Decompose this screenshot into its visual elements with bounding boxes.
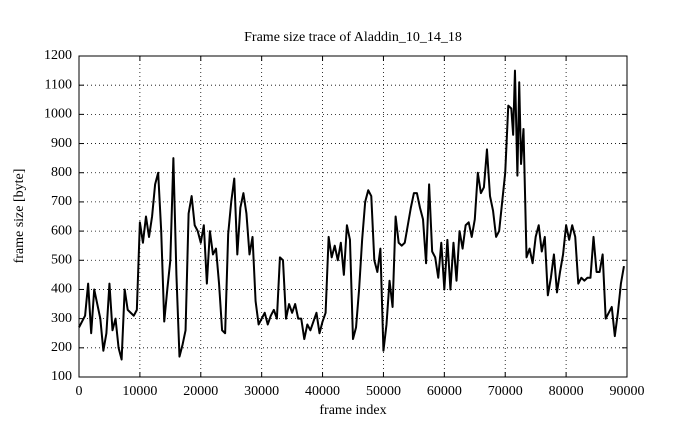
y-tick-label: 400 bbox=[51, 282, 72, 297]
y-tick-label: 1000 bbox=[44, 107, 72, 122]
x-axis-label: frame index bbox=[319, 403, 386, 418]
x-tick-label: 90000 bbox=[610, 384, 645, 399]
y-tick-label: 100 bbox=[51, 369, 72, 384]
y-tick-label: 600 bbox=[51, 223, 72, 238]
chart-title: Frame size trace of Aladdin_10_14_18 bbox=[244, 30, 462, 45]
x-tick-label: 30000 bbox=[244, 384, 279, 399]
x-tick-label: 10000 bbox=[122, 384, 157, 399]
y-tick-label: 800 bbox=[51, 165, 72, 180]
y-tick-label: 300 bbox=[51, 311, 72, 326]
y-tick-label: 900 bbox=[51, 136, 72, 151]
x-tick-label: 0 bbox=[76, 384, 83, 399]
x-tick-label: 60000 bbox=[427, 384, 462, 399]
x-tick-label: 50000 bbox=[366, 384, 401, 399]
x-tick-label: 80000 bbox=[549, 384, 584, 399]
x-tick-label: 20000 bbox=[183, 384, 218, 399]
y-axis-label: frame size [byte] bbox=[12, 169, 27, 264]
x-tick-label: 40000 bbox=[305, 384, 340, 399]
y-tick-label: 1200 bbox=[44, 48, 72, 63]
y-tick-label: 200 bbox=[51, 340, 72, 355]
y-tick-label: 1100 bbox=[45, 77, 72, 92]
data-line bbox=[78, 69, 625, 361]
y-tick-label: 500 bbox=[51, 252, 72, 267]
plot-frame bbox=[78, 55, 628, 378]
y-tick-label: 700 bbox=[51, 194, 72, 209]
x-tick-label: 70000 bbox=[488, 384, 523, 399]
